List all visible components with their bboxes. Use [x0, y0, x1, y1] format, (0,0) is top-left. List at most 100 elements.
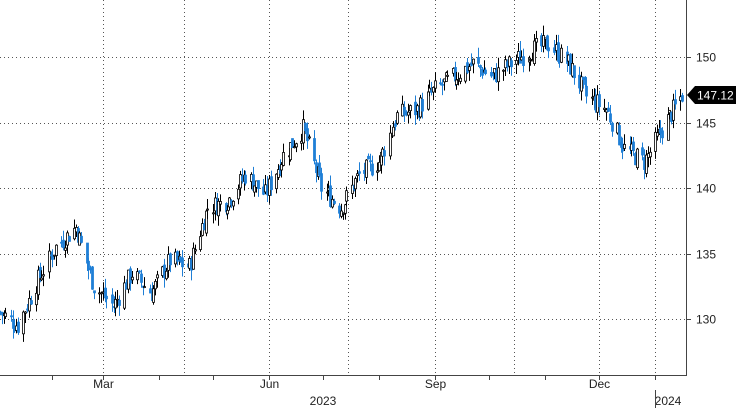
candle-body	[100, 292, 103, 295]
candle-body	[169, 253, 172, 266]
candle-body	[369, 160, 372, 163]
axes	[0, 0, 687, 376]
candle-body	[607, 107, 610, 112]
candle-body	[365, 159, 368, 178]
y-ticks: 130 135 140 145 150	[686, 51, 716, 327]
candle-body	[342, 212, 345, 215]
candle-body	[618, 125, 621, 146]
candle-body	[192, 247, 195, 270]
candle-body	[477, 56, 480, 64]
candle-body	[282, 152, 285, 166]
candle-body	[232, 200, 235, 207]
candle-body	[464, 65, 467, 82]
candle-body	[535, 38, 538, 43]
candle-body	[434, 80, 437, 89]
candle-body	[472, 58, 475, 65]
candle-body	[681, 95, 684, 102]
candle-body	[585, 85, 588, 97]
candle-body	[484, 69, 487, 75]
candle-body	[22, 311, 25, 335]
candle-body	[114, 299, 117, 309]
x-tick-label: Jun	[260, 377, 279, 391]
candle-body	[560, 47, 563, 63]
candle-body	[446, 74, 449, 77]
candle-body	[40, 277, 43, 281]
candle-body	[378, 161, 381, 172]
candle-body	[573, 65, 576, 79]
candle-body	[270, 176, 273, 191]
candle-body	[80, 235, 83, 243]
candle-body	[510, 60, 513, 68]
candle-body	[441, 83, 444, 86]
candle-body	[64, 247, 67, 251]
candle-body	[645, 154, 648, 174]
candle-body	[376, 170, 379, 173]
candle-body	[152, 288, 155, 303]
last-value-tag	[687, 86, 736, 104]
candle-body	[105, 295, 108, 300]
candle-body	[181, 257, 184, 268]
candle-body	[68, 236, 71, 242]
candle-body	[371, 163, 374, 176]
candle-body	[367, 155, 370, 160]
candle-body	[396, 112, 399, 124]
y-tick-label: 135	[696, 248, 716, 262]
candle-body	[318, 162, 321, 176]
candle-body	[515, 60, 518, 65]
candle-body	[308, 136, 311, 139]
candle-body	[138, 270, 141, 273]
candle-body	[212, 212, 215, 215]
candle-body	[490, 72, 493, 77]
candle-body	[468, 66, 471, 71]
candle-body	[421, 99, 424, 112]
candle-body	[603, 107, 606, 110]
candle-body	[237, 188, 240, 200]
candle-body	[10, 315, 13, 318]
candle-body	[313, 138, 316, 162]
candle-body	[459, 77, 462, 82]
candle-body	[199, 236, 202, 250]
candle-body	[623, 143, 626, 149]
candle-body	[636, 148, 639, 169]
candle-body	[253, 185, 256, 193]
candle-body	[111, 294, 114, 304]
candle-body	[194, 249, 197, 252]
candle-body	[51, 256, 54, 260]
candle-body	[48, 250, 51, 273]
candle-body	[403, 106, 406, 116]
candle-body	[407, 111, 410, 116]
candle-body	[497, 67, 500, 83]
y-tick-label: 140	[696, 182, 716, 196]
candles	[0, 25, 684, 342]
candle-body	[609, 113, 612, 123]
candle-body	[28, 297, 31, 312]
candle-body	[428, 87, 431, 93]
candle-body	[333, 200, 336, 204]
candle-body	[344, 204, 347, 214]
year-label: 2024	[655, 394, 682, 408]
candle-body	[439, 82, 442, 85]
x-tick-label: Dec	[589, 377, 610, 391]
candle-body	[479, 65, 482, 69]
candle-body	[533, 40, 536, 64]
candle-body	[129, 268, 132, 284]
candle-body	[4, 312, 7, 317]
candle-body	[55, 244, 58, 256]
y-tick-label: 130	[696, 313, 716, 327]
candle-body	[205, 210, 208, 234]
candle-body	[432, 87, 435, 93]
year-label: 2023	[310, 394, 337, 408]
candle-body	[598, 94, 601, 108]
candle-body	[42, 274, 45, 277]
candle-body	[295, 143, 298, 148]
candle-body	[394, 123, 397, 127]
last-value-label: 147.12	[697, 89, 734, 103]
candle-body	[338, 205, 341, 214]
candle-body	[672, 99, 675, 121]
candle-body	[580, 76, 583, 92]
candle-body	[354, 178, 357, 190]
candle-body	[389, 132, 392, 157]
candle-body	[165, 270, 168, 280]
candle-body	[275, 173, 278, 190]
candle-body	[329, 185, 332, 207]
